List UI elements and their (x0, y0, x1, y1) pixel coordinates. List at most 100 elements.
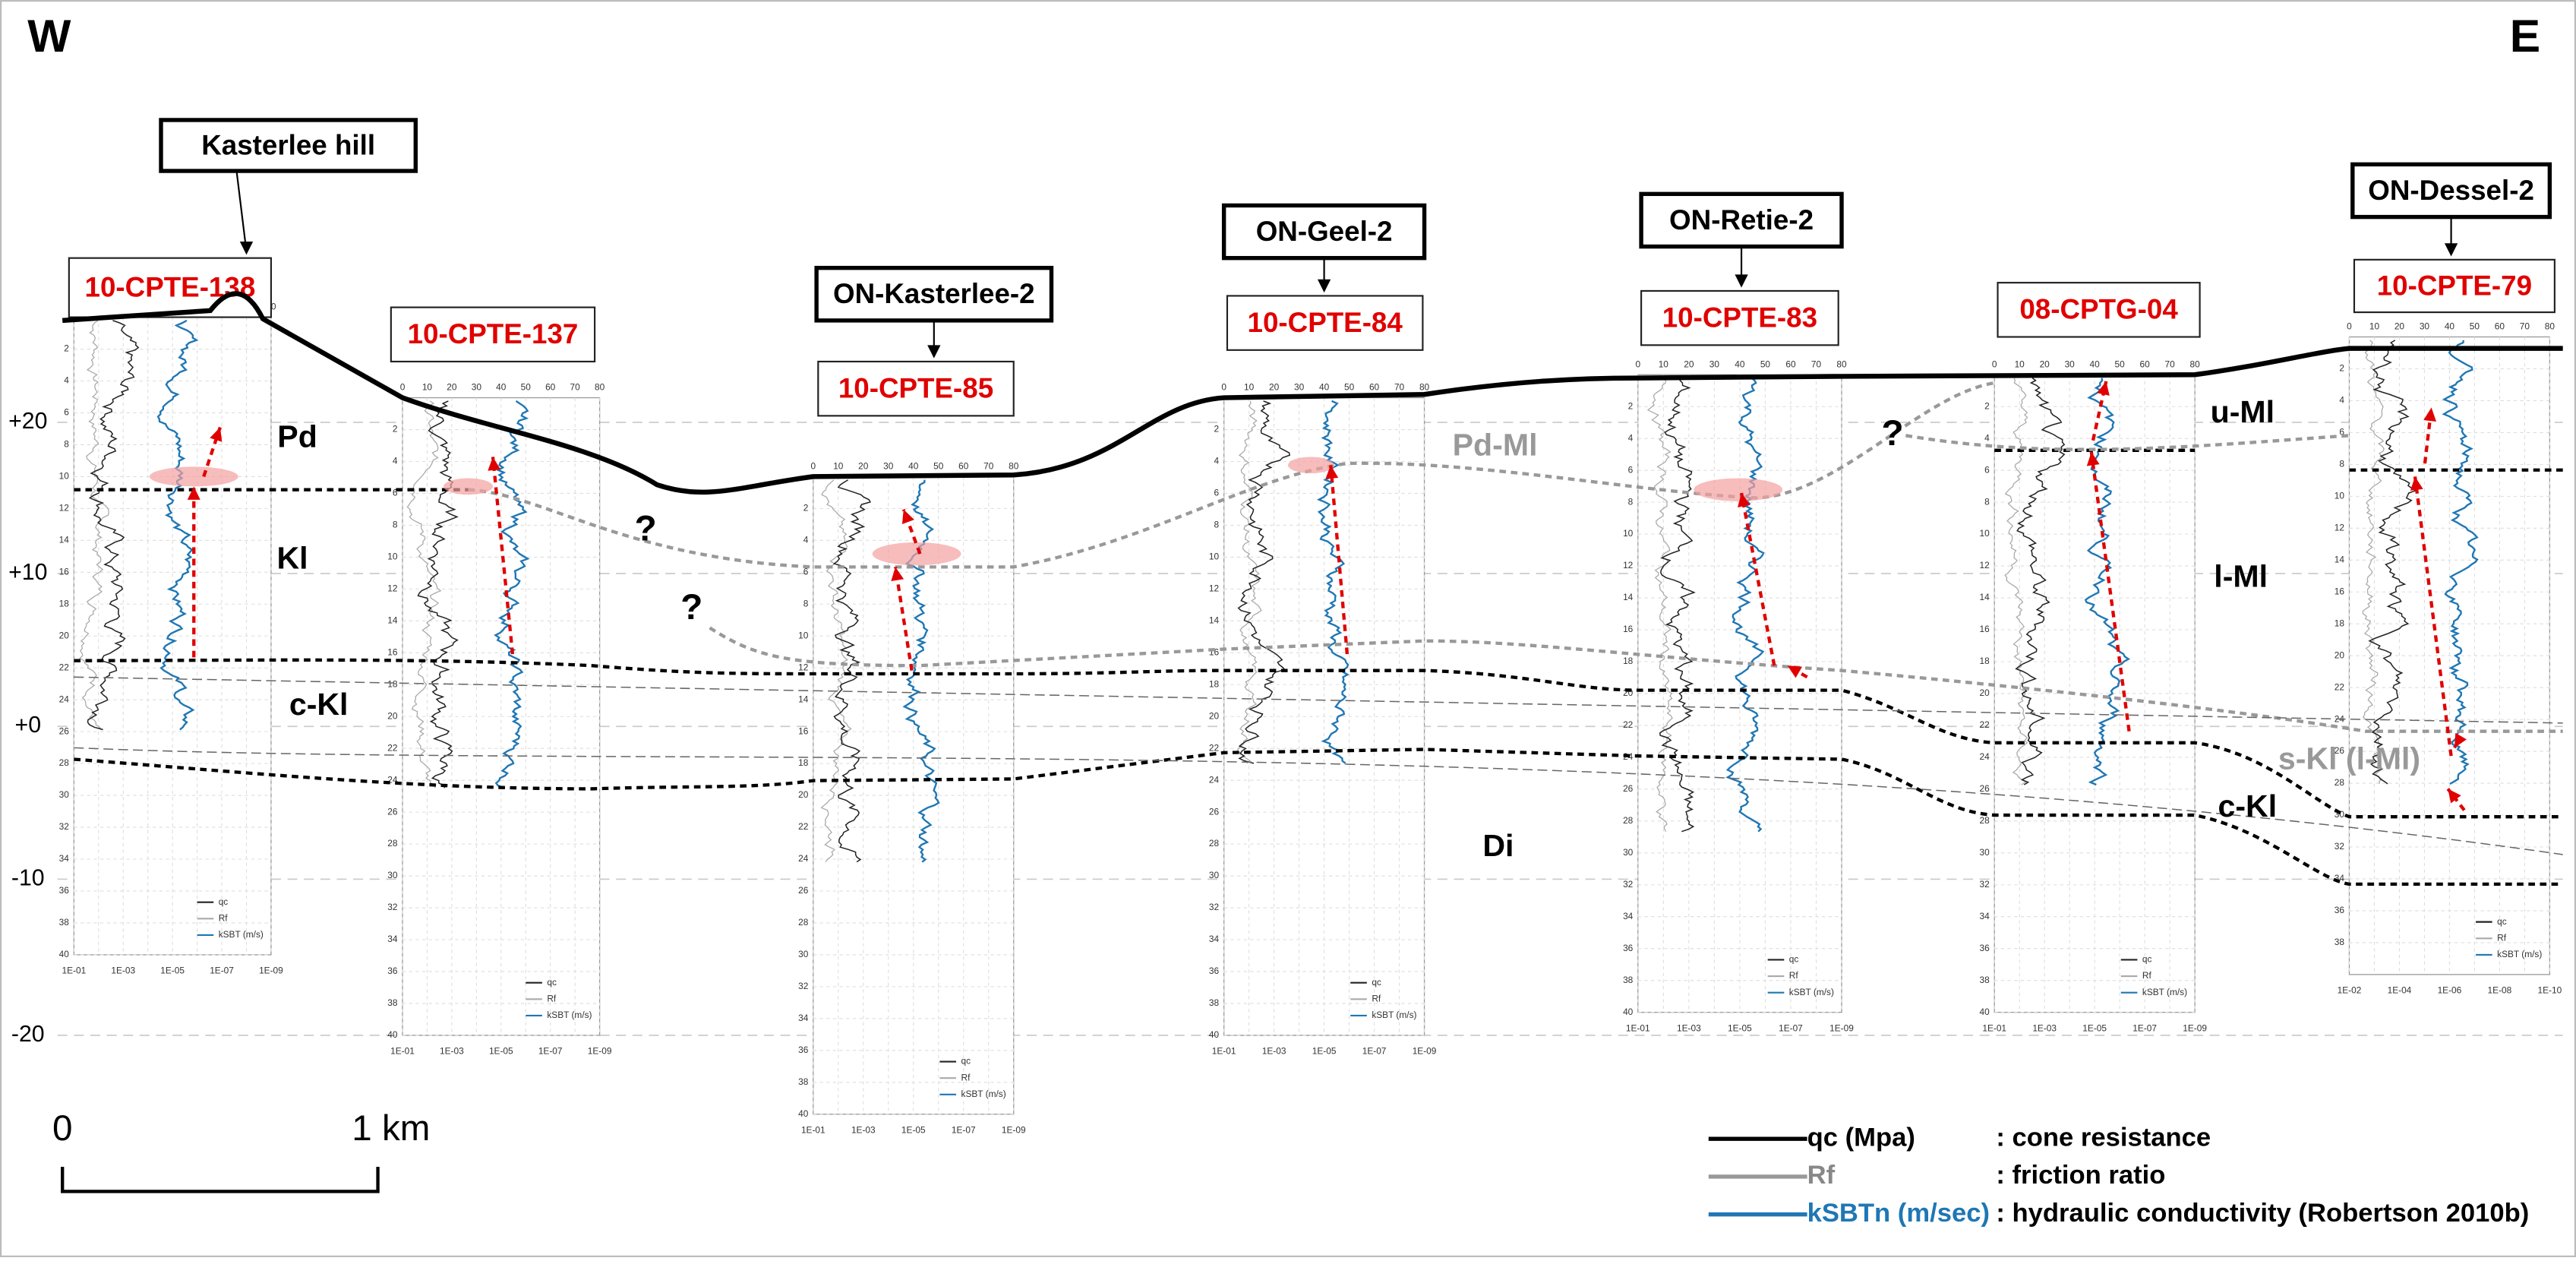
log-legend-label: Rf (961, 1072, 971, 1082)
depth-label: 36 (1209, 966, 1220, 976)
depth-label: 36 (1623, 943, 1634, 953)
legend-description: : friction ratio (1996, 1161, 2165, 1190)
red-arrow-head (2454, 732, 2467, 748)
depth-label: 26 (59, 725, 70, 736)
red-arrow (2446, 788, 2466, 811)
unit-label: c-Kl (289, 687, 349, 722)
red-arrow-head (2423, 407, 2436, 422)
depth-label: 6 (1984, 464, 1990, 475)
boundary-line (62, 291, 2563, 495)
top-axis-label: 40 (1735, 359, 1745, 369)
top-axis-label: 20 (858, 461, 869, 472)
cpt-box (1997, 282, 2201, 338)
red-arrow (2089, 451, 2131, 732)
top-axis-label: 60 (1369, 382, 1380, 393)
top-axis-label: 20 (447, 382, 457, 393)
log-legend-label: qc (547, 977, 557, 988)
cpt-name: 10-CPTE-138 (85, 272, 256, 303)
depth-label: 36 (387, 966, 398, 976)
depth-label: 18 (2334, 618, 2345, 628)
boundary-line (74, 747, 2563, 855)
top-axis-label: 30 (883, 461, 894, 472)
top-axis-label: 10 (833, 461, 844, 472)
depth-label: 26 (1623, 783, 1634, 794)
log-trace (2362, 340, 2385, 784)
cpt-box (390, 306, 596, 363)
top-axis-label: 40 (908, 461, 919, 472)
top-axis-label: 0 (1635, 359, 1640, 369)
depth-label: 22 (59, 662, 69, 672)
depth-label: 28 (1623, 815, 1634, 826)
bottom-axis-label: 1E-05 (489, 1046, 513, 1057)
unit-label: u-Ml (2211, 394, 2275, 429)
log-legend-label: qc (961, 1056, 971, 1067)
top-axis-label: 50 (1344, 382, 1355, 393)
bottom-axis-label: 1E-09 (588, 1046, 612, 1057)
bottom-axis-label: 1E-01 (62, 966, 86, 976)
depth-label: 12 (1623, 560, 1633, 570)
top-axis-label: 70 (1394, 382, 1405, 393)
log-trace (79, 320, 109, 730)
red-arrow-head (2448, 789, 2461, 804)
unit-label: Kl (277, 541, 308, 576)
depth-label: 28 (1979, 815, 1990, 826)
cpt-box (2353, 258, 2555, 314)
boundary-line (74, 676, 2563, 724)
top-axis-label: 10 (1244, 382, 1255, 393)
top-axis-label: 10 (2369, 321, 2380, 332)
log-trace (2368, 340, 2417, 785)
depth-label: 26 (387, 806, 398, 817)
unit-label: s-Kl (l-Ml) (2278, 741, 2420, 776)
bottom-axis-label: 1E-06 (2438, 985, 2462, 996)
cpt-box (1640, 289, 1839, 346)
bottom-axis-label: 1E-09 (1829, 1022, 1854, 1033)
well-box (814, 265, 1054, 323)
depth-label: 2 (64, 343, 69, 354)
scale-end: 1 km (352, 1108, 430, 1149)
depth-label: 38 (59, 917, 70, 928)
cpt-name: 08-CPTG-04 (2019, 294, 2178, 325)
elevation-label: +10 (8, 560, 47, 585)
cpt-box (817, 360, 1015, 417)
top-axis-label: 30 (1294, 382, 1305, 393)
depth-label: 32 (798, 981, 808, 991)
bottom-axis-label: 1E-10 (2538, 985, 2562, 996)
depth-label: 38 (1623, 975, 1634, 985)
top-axis-label: 20 (1684, 359, 1694, 369)
depth-label: 38 (2334, 937, 2345, 947)
depth-label: 20 (387, 710, 398, 721)
bottom-axis-label: 1E-01 (1626, 1022, 1650, 1033)
depth-label: 10 (1979, 528, 1990, 539)
unit-label: Pd-Ml (1453, 427, 1538, 462)
log-legend-label: Rf (1372, 993, 1381, 1003)
depth-label: 28 (59, 757, 70, 768)
well-name: Kasterlee hill (201, 129, 375, 160)
top-axis-label: 80 (1419, 382, 1430, 393)
log-legend-label: kSBT (m/s) (961, 1089, 1006, 1099)
depth-label: 14 (1979, 592, 1990, 602)
depth-label: 14 (798, 694, 809, 704)
depth-label: 28 (387, 838, 398, 849)
bottom-axis-label: 1E-01 (801, 1125, 826, 1136)
log-legend-label: Rf (219, 912, 229, 923)
top-axis-label: 10 (422, 382, 433, 393)
depth-label: 40 (1979, 1007, 1990, 1017)
log-legend-label: Rf (547, 993, 557, 1003)
well-arrow-head (927, 345, 941, 359)
depth-label: 24 (798, 853, 809, 864)
depth-label: 40 (798, 1108, 809, 1119)
depth-label: 22 (1623, 719, 1633, 730)
legend-symbol: kSBTn (m/sec) (1807, 1199, 1990, 1228)
depth-label: 30 (1979, 847, 1990, 858)
cpt-name: 10-CPTE-83 (1662, 302, 1817, 333)
top-axis-label: 40 (2445, 321, 2455, 332)
depth-label: 2 (1984, 400, 1990, 411)
log-legend-label: kSBT (m/s) (1372, 1010, 1416, 1020)
log-trace (1236, 400, 1262, 764)
